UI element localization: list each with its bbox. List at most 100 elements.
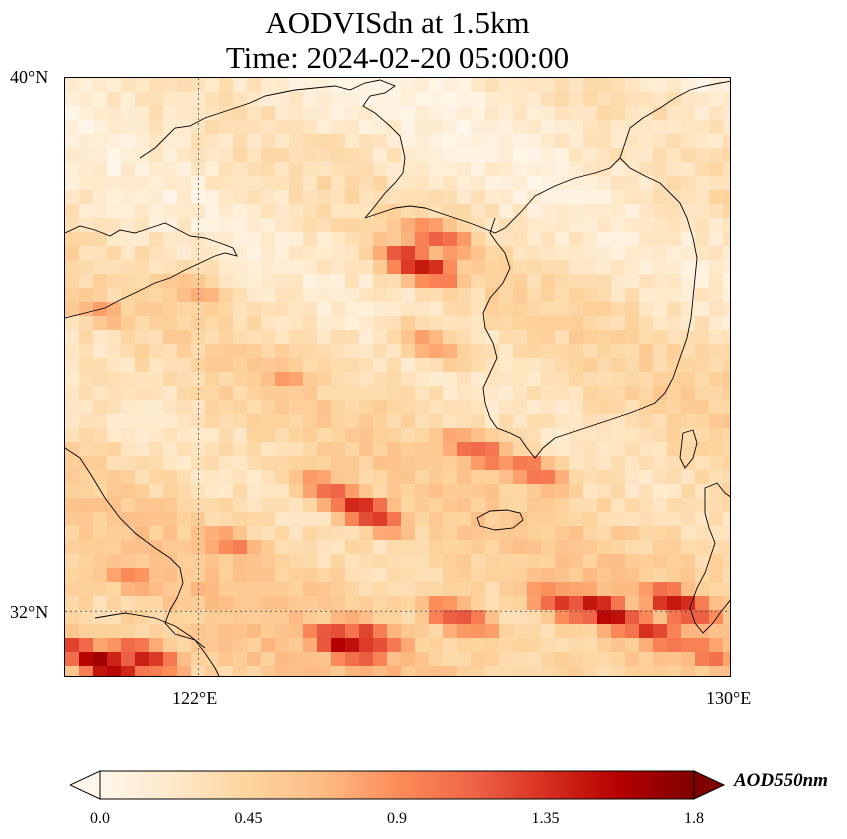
aod-cell [191, 344, 206, 359]
aod-cell [583, 638, 598, 653]
aod-cell [639, 456, 654, 471]
aod-cell [653, 344, 668, 359]
colorbar-tick-2: 0.9 [387, 810, 407, 827]
aod-cell [233, 442, 248, 457]
aod-cell [443, 652, 458, 667]
aod-cell [639, 582, 654, 597]
aod-cell [191, 568, 206, 583]
aod-cell [611, 582, 626, 597]
aod-cell [513, 162, 528, 177]
aod-cell [79, 372, 94, 387]
aod-cell [653, 330, 668, 345]
aod-cell [247, 582, 262, 597]
aod-cell [653, 302, 668, 317]
aod-cell [387, 610, 402, 625]
aod-cell [345, 540, 360, 555]
aod-cell [135, 330, 150, 345]
aod-cell [387, 232, 402, 247]
aod-cell [653, 204, 668, 219]
aod-cell [639, 106, 654, 121]
aod-cell [163, 78, 178, 93]
aod-cell [303, 386, 318, 401]
aod-cell [569, 652, 584, 667]
aod-cell [541, 610, 556, 625]
aod-cell [359, 596, 374, 611]
aod-cell [443, 666, 458, 676]
aod-cell [667, 274, 682, 289]
aod-cell [177, 260, 192, 275]
aod-cell [205, 316, 220, 331]
colorbar [70, 770, 726, 800]
aod-cell [415, 260, 430, 275]
aod-cell [471, 428, 486, 443]
aod-cell [261, 344, 276, 359]
map-panel[interactable] [64, 77, 731, 677]
aod-cell [443, 148, 458, 163]
aod-cell [695, 344, 710, 359]
aod-cell [597, 148, 612, 163]
aod-cell [373, 582, 388, 597]
aod-cell [359, 498, 374, 513]
aod-cell [429, 260, 444, 275]
aod-cell [639, 344, 654, 359]
aod-cell [583, 358, 598, 373]
aod-cell [443, 526, 458, 541]
aod-cell [723, 288, 730, 303]
aod-cell [583, 386, 598, 401]
aod-cell [107, 498, 122, 513]
aod-cell [149, 204, 164, 219]
aod-cell [611, 610, 626, 625]
aod-cell [429, 246, 444, 261]
aod-cell [247, 330, 262, 345]
aod-cell [639, 330, 654, 345]
aod-cell [191, 330, 206, 345]
aod-cell [233, 190, 248, 205]
aod-cell [527, 106, 542, 121]
aod-cell [345, 582, 360, 597]
aod-cell [205, 596, 220, 611]
aod-cell [597, 316, 612, 331]
aod-cell [555, 148, 570, 163]
aod-cell [513, 624, 528, 639]
aod-cell [233, 568, 248, 583]
aod-cell [163, 288, 178, 303]
aod-cell [65, 232, 80, 247]
aod-cell [275, 120, 290, 135]
aod-cell [387, 512, 402, 527]
aod-cell [625, 512, 640, 527]
aod-cell [219, 302, 234, 317]
gridlines [65, 78, 730, 676]
aod-cell [597, 470, 612, 485]
aod-cell [191, 610, 206, 625]
aod-cell [485, 428, 500, 443]
aod-cell [429, 134, 444, 149]
aod-cell [695, 288, 710, 303]
aod-cell [219, 526, 234, 541]
aod-cell [135, 484, 150, 499]
aod-cell [233, 498, 248, 513]
aod-cell [527, 470, 542, 485]
aod-cell [415, 470, 430, 485]
aod-cell [597, 134, 612, 149]
aod-cell [275, 470, 290, 485]
aod-cell [149, 344, 164, 359]
aod-cell [499, 568, 514, 583]
aod-cell [289, 92, 304, 107]
aod-cell [443, 414, 458, 429]
aod-cell [331, 162, 346, 177]
aod-cell [541, 176, 556, 191]
aod-cell [373, 414, 388, 429]
aod-cell [527, 78, 542, 93]
aod-cell [289, 666, 304, 676]
aod-cell [513, 638, 528, 653]
aod-cell [345, 204, 360, 219]
aod-cell [219, 134, 234, 149]
aod-cell [289, 652, 304, 667]
aod-cell [513, 456, 528, 471]
aod-cell [485, 260, 500, 275]
aod-cell [583, 526, 598, 541]
aod-cell [681, 162, 696, 177]
aod-cell [597, 218, 612, 233]
aod-cell [149, 232, 164, 247]
aod-cell [583, 232, 598, 247]
